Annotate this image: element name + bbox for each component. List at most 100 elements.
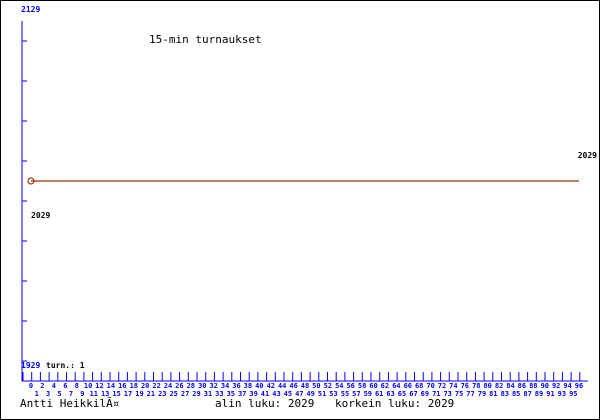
data-point — [27, 177, 35, 185]
x-tick-label: 37 — [238, 390, 246, 398]
x-tick-label: 62 — [381, 382, 389, 390]
x-tick-label: 11 — [90, 390, 98, 398]
x-tick-label: 87 — [523, 390, 531, 398]
x-tick-label: 5 — [57, 390, 61, 398]
x-tick-label: 92 — [552, 382, 560, 390]
x-tick-label: 36 — [232, 382, 240, 390]
x-tick-label: 29 — [192, 390, 200, 398]
x-tick-label: 32 — [209, 382, 217, 390]
x-tick-label: 60 — [369, 382, 377, 390]
x-tick-label: 50 — [312, 382, 320, 390]
x-tick-label: 38 — [244, 382, 252, 390]
x-tick-label: 90 — [541, 382, 549, 390]
x-tick-label: 19 — [135, 390, 143, 398]
x-tick-label: 55 — [341, 390, 349, 398]
x-tick-label: 94 — [563, 382, 571, 390]
y-min-label: 1929 — [21, 361, 40, 370]
data-label: 2029 — [31, 211, 50, 220]
x-tick-label: 31 — [204, 390, 212, 398]
x-tick-label: 27 — [181, 390, 189, 398]
x-tick-label: 67 — [409, 390, 417, 398]
x-tick-label: 85 — [512, 390, 520, 398]
x-tick-label: 47 — [295, 390, 303, 398]
x-tick-label: 64 — [392, 382, 400, 390]
x-tick-label: 51 — [318, 390, 326, 398]
x-tick-label: 46 — [289, 382, 297, 390]
x-tick-label: 0 — [29, 382, 33, 390]
x-tick-label: 88 — [529, 382, 537, 390]
x-tick-label: 96 — [575, 382, 583, 390]
x-tick-label: 69 — [421, 390, 429, 398]
x-tick-label: 3 — [46, 390, 50, 398]
x-tick-label: 20 — [141, 382, 149, 390]
x-tick-label: 7 — [69, 390, 73, 398]
x-tick-label: 9 — [80, 390, 84, 398]
x-tick-label: 24 — [164, 382, 172, 390]
x-tick-label: 45 — [284, 390, 292, 398]
x-tick-label: 84 — [506, 382, 514, 390]
x-tick-label: 33 — [215, 390, 223, 398]
x-tick-label: 70 — [426, 382, 434, 390]
x-tick-label: 79 — [478, 390, 486, 398]
x-tick-label: 6 — [63, 382, 67, 390]
x-tick-label: 16 — [118, 382, 126, 390]
x-tick-label: 34 — [221, 382, 229, 390]
x-tick-label: 14 — [107, 382, 115, 390]
x-tick-label: 1 — [35, 390, 39, 398]
x-tick-label: 48 — [301, 382, 309, 390]
x-tick-label: 40 — [255, 382, 263, 390]
x-tick-label: 17 — [124, 390, 132, 398]
x-tick-label: 72 — [438, 382, 446, 390]
x-tick-label: 42 — [267, 382, 275, 390]
x-tick-label: 41 — [261, 390, 269, 398]
x-tick-label: 54 — [335, 382, 343, 390]
x-tick-label: 82 — [495, 382, 503, 390]
x-tick-label: 58 — [358, 382, 366, 390]
x-tick-label: 91 — [546, 390, 554, 398]
x-tick-label: 18 — [130, 382, 138, 390]
x-tick-label: 22 — [152, 382, 160, 390]
x-tick-label: 8 — [75, 382, 79, 390]
x-tick-label: 30 — [198, 382, 206, 390]
legend-label: turn.: 1 — [46, 361, 85, 370]
x-tick-label: 44 — [278, 382, 286, 390]
x-tick-label: 77 — [466, 390, 474, 398]
x-tick-label: 81 — [489, 390, 497, 398]
x-tick-label: 15 — [112, 390, 120, 398]
x-tick-label: 35 — [227, 390, 235, 398]
y-max-label: 2129 — [21, 5, 40, 14]
data-label: 2029 — [578, 151, 597, 160]
min-value-label: alin luku: 2029 — [215, 397, 315, 410]
x-tick-label: 12 — [95, 382, 103, 390]
x-tick-label: 86 — [518, 382, 526, 390]
x-tick-label: 52 — [324, 382, 332, 390]
author-label: Antti HeikkilÃ¤ — [20, 397, 120, 410]
x-tick-label: 25 — [169, 390, 177, 398]
x-tick-label: 68 — [415, 382, 423, 390]
x-tick-label: 43 — [272, 390, 280, 398]
x-tick-label: 23 — [158, 390, 166, 398]
x-tick-label: 10 — [84, 382, 92, 390]
x-tick-label: 73 — [443, 390, 451, 398]
x-tick-label: 4 — [52, 382, 56, 390]
x-tick-label: 57 — [352, 390, 360, 398]
x-tick-label: 61 — [375, 390, 383, 398]
x-tick-label: 59 — [364, 390, 372, 398]
x-tick-label: 75 — [455, 390, 463, 398]
x-tick-label: 21 — [147, 390, 155, 398]
x-tick-label: 89 — [535, 390, 543, 398]
x-tick-label: 65 — [398, 390, 406, 398]
x-tick-label: 63 — [386, 390, 394, 398]
x-tick-label: 83 — [501, 390, 509, 398]
chart-title: 15-min turnaukset — [149, 33, 262, 46]
x-tick-label: 53 — [329, 390, 337, 398]
x-tick-label: 80 — [483, 382, 491, 390]
x-tick-label: 39 — [249, 390, 257, 398]
x-tick-label: 74 — [449, 382, 457, 390]
x-tick-label: 93 — [558, 390, 566, 398]
x-tick-label: 2 — [40, 382, 44, 390]
x-tick-label: 28 — [187, 382, 195, 390]
x-tick-label: 66 — [404, 382, 412, 390]
